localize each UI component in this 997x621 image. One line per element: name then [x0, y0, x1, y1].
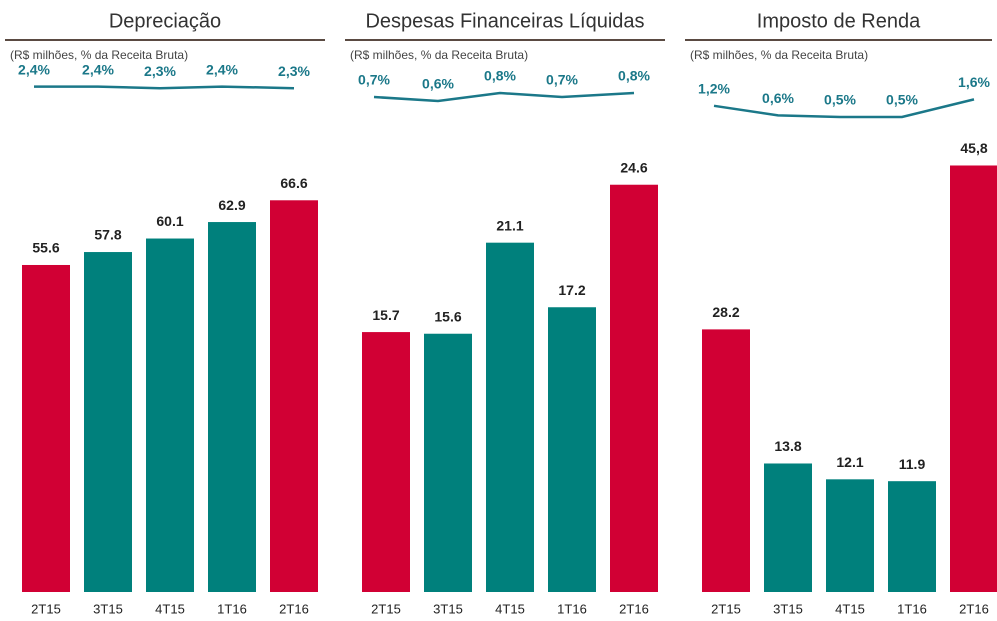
x-tick-label: 3T15: [433, 601, 463, 616]
x-tick-label: 2T16: [959, 601, 989, 616]
line-label: 0,6%: [762, 90, 794, 106]
line-label: 2,4%: [18, 61, 50, 77]
bar-label: 21.1: [496, 217, 523, 233]
x-tick-label: 3T15: [773, 601, 803, 616]
line-label: 2,4%: [206, 61, 238, 77]
bar-label: 62.9: [218, 197, 245, 213]
line: [373, 91, 635, 103]
subtitle: (R$ milhões, % da Receita Bruta): [690, 48, 868, 62]
line: [34, 85, 295, 90]
line-label: 0,5%: [824, 92, 856, 108]
panel-title: Despesas Financeiras Líquidas: [365, 10, 644, 32]
panel-title: Imposto de Renda: [757, 10, 921, 32]
bar-label: 28.2: [712, 304, 739, 320]
panel-title: Depreciação: [109, 10, 221, 32]
x-tick-label: 2T15: [371, 601, 401, 616]
line-label: 0,8%: [484, 68, 516, 84]
bar-label: 17.2: [558, 282, 585, 298]
line-label: 2,4%: [82, 61, 114, 77]
bar: [270, 200, 318, 592]
x-tick-label: 2T15: [711, 601, 741, 616]
x-tick-label: 3T15: [93, 601, 123, 616]
bar-label: 13.8: [774, 438, 801, 454]
bar-label: 11.9: [899, 456, 926, 472]
x-tick-label: 4T15: [835, 601, 865, 616]
line-label: 0,7%: [546, 72, 578, 88]
x-tick-label: 2T16: [619, 601, 649, 616]
line: [713, 98, 975, 119]
line-label: 0,6%: [422, 76, 454, 92]
bar-label: 45,8: [960, 140, 987, 156]
line-label: 0,8%: [618, 68, 650, 84]
bar-label: 55.6: [32, 240, 59, 256]
bar: [22, 264, 70, 592]
x-tick-label: 2T15: [31, 601, 61, 616]
bar: [702, 329, 750, 592]
bar-label: 60.1: [156, 213, 183, 229]
line-label: 0,5%: [886, 92, 918, 108]
line-label: 1,6%: [958, 74, 990, 90]
x-tick-label: 1T16: [897, 601, 927, 616]
bar: [362, 332, 410, 592]
x-tick-label: 1T16: [217, 601, 247, 616]
x-tick-label: 1T16: [557, 601, 587, 616]
bar: [424, 333, 472, 592]
bar: [84, 252, 132, 592]
bar: [146, 238, 194, 593]
bar-label: 24.6: [620, 159, 647, 175]
line-label: 2,3%: [144, 63, 176, 79]
bar-label: 57.8: [94, 227, 121, 243]
x-tick-label: 4T15: [155, 601, 185, 616]
bar: [610, 184, 658, 592]
x-tick-label: 2T16: [279, 601, 309, 616]
bar: [208, 222, 256, 592]
bar: [950, 165, 997, 593]
bar-label: 15.6: [434, 308, 461, 324]
bar: [888, 481, 936, 592]
subtitle: (R$ milhões, % da Receita Bruta): [350, 48, 528, 62]
bar-label: 15.7: [372, 307, 399, 323]
bar-label: 66.6: [280, 175, 307, 191]
line-label: 2,3%: [278, 63, 310, 79]
x-tick-label: 4T15: [495, 601, 525, 616]
bar-label: 12.1: [836, 454, 863, 470]
bar: [486, 242, 534, 592]
line-label: 0,7%: [358, 72, 390, 88]
subtitle: (R$ milhões, % da Receita Bruta): [10, 48, 188, 62]
line-label: 1,2%: [698, 81, 730, 97]
bar: [826, 479, 874, 592]
bar: [764, 463, 812, 592]
bar: [548, 307, 596, 592]
